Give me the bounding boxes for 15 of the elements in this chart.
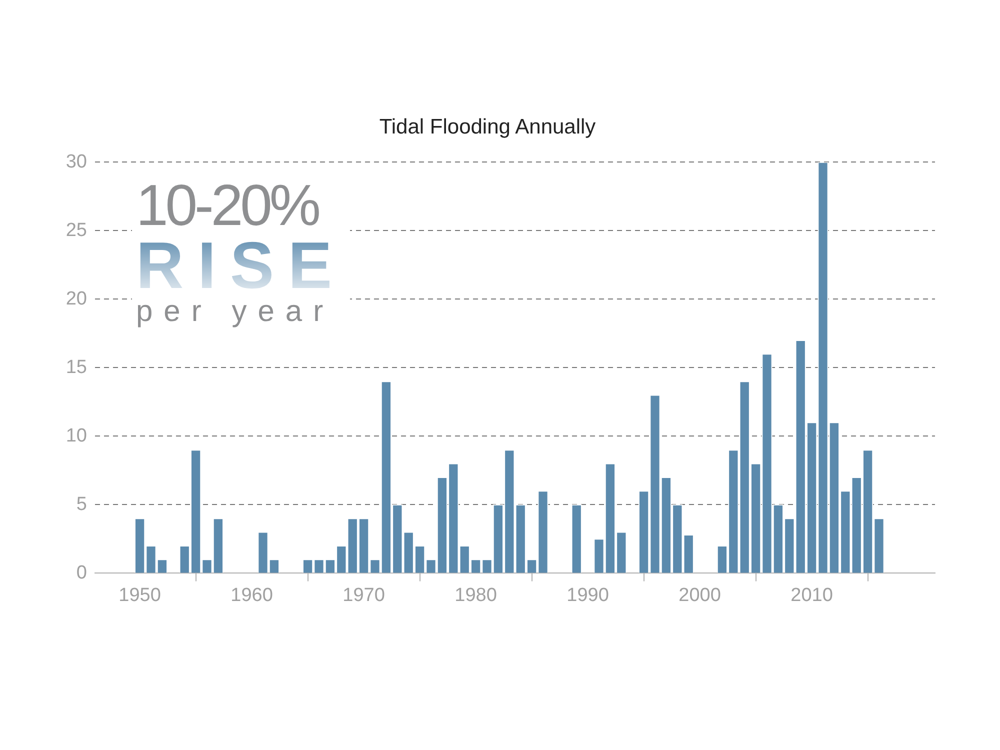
y-tick-label: 5: [76, 494, 87, 515]
x-tick-label: 1960: [230, 584, 273, 606]
x-tick-label: 2000: [678, 584, 721, 606]
x-tick-label: 1970: [342, 584, 385, 606]
x-tick-label: 2010: [790, 584, 833, 606]
y-tick-label: 30: [66, 151, 87, 172]
y-tick-label: 25: [66, 220, 87, 241]
x-tick-label: 1950: [118, 584, 161, 606]
x-tick-label: 1990: [566, 584, 609, 606]
chart-title: Tidal Flooding Annually: [379, 115, 596, 138]
y-tick-label: 20: [66, 288, 87, 310]
y-tick-label: 15: [66, 356, 87, 378]
y-tick-label: 10: [66, 425, 87, 446]
y-tick-label: 0: [76, 562, 87, 584]
x-tick-label: 1980: [454, 584, 497, 606]
